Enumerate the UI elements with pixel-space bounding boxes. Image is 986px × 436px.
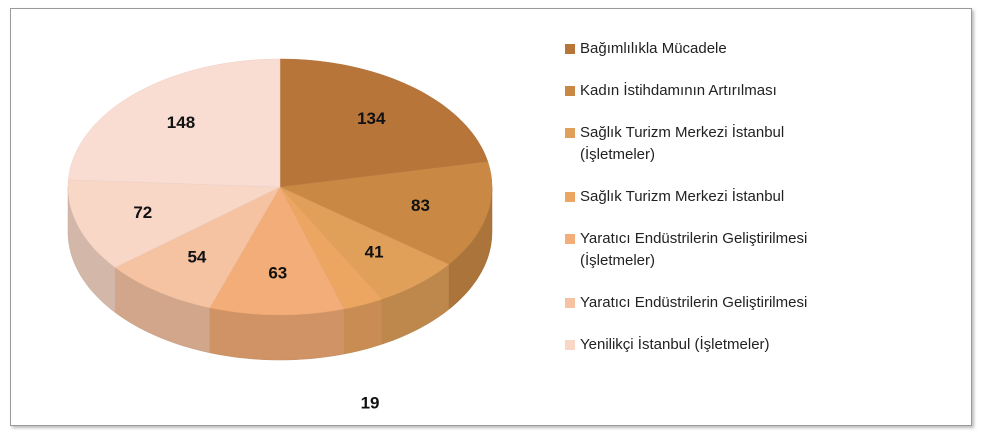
data-label: 54 <box>187 248 206 267</box>
data-label: 19 <box>361 394 380 413</box>
slice <box>209 186 345 316</box>
legend-label: Yaratıcı Endüstrilerin Geliştirilmesi <box>580 294 808 311</box>
legend-item: Sağlık Turizm Merkezi İstanbul (İşletmel… <box>565 122 825 166</box>
data-label: 83 <box>411 196 430 215</box>
legend-swatch <box>565 234 575 244</box>
legend-label: Kadın İstihdamının Artırılması <box>580 82 777 99</box>
slice <box>279 186 450 300</box>
slice <box>67 179 281 268</box>
legend-swatch <box>565 298 575 308</box>
slice <box>68 58 281 188</box>
slice <box>114 186 281 309</box>
legend-swatch <box>565 44 575 54</box>
legend-label: Bağımlılıkla Mücadele <box>580 40 727 57</box>
slice <box>279 161 493 265</box>
chart-frame <box>10 8 972 426</box>
legend-item: Yenilikçi İstanbul (İşletmeler) <box>565 334 825 356</box>
legend-swatch <box>565 192 575 202</box>
legend-item: Yaratıcı Endüstrilerin Geliştirilmesi (İ… <box>565 228 825 272</box>
legend-item: Bağımlılıkla Mücadele <box>565 38 825 60</box>
legend-item: Yaratıcı Endüstrilerin Geliştirilmesi <box>565 292 825 314</box>
slice <box>279 186 383 310</box>
legend-label: Sağlık Turizm Merkezi İstanbul (İşletmel… <box>580 124 785 163</box>
legend-label: Yaratıcı Endüstrilerin Geliştirilmesi (İ… <box>580 230 808 269</box>
legend-label: Yenilikçi İstanbul (İşletmeler) <box>580 336 770 353</box>
data-label: 134 <box>357 109 386 128</box>
slice-side <box>209 307 345 361</box>
legend-item: Kadın İstihdamının Artırılması <box>565 80 825 102</box>
data-label: 148 <box>167 113 195 132</box>
data-label: 63 <box>268 264 287 283</box>
legend-swatch <box>565 340 575 350</box>
data-label: 41 <box>365 242 384 261</box>
legend-swatch <box>565 128 575 138</box>
legend-swatch <box>565 86 575 96</box>
data-label: 72 <box>133 203 152 222</box>
legend-item: Sağlık Turizm Merkezi İstanbul <box>565 186 825 208</box>
legend-label: Sağlık Turizm Merkezi İstanbul <box>580 188 785 205</box>
slice <box>279 58 489 188</box>
legend: Bağımlılıkla Mücadele Kadın İstihdamının … <box>565 38 825 376</box>
